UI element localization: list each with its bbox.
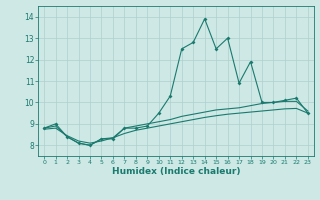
X-axis label: Humidex (Indice chaleur): Humidex (Indice chaleur) xyxy=(112,167,240,176)
